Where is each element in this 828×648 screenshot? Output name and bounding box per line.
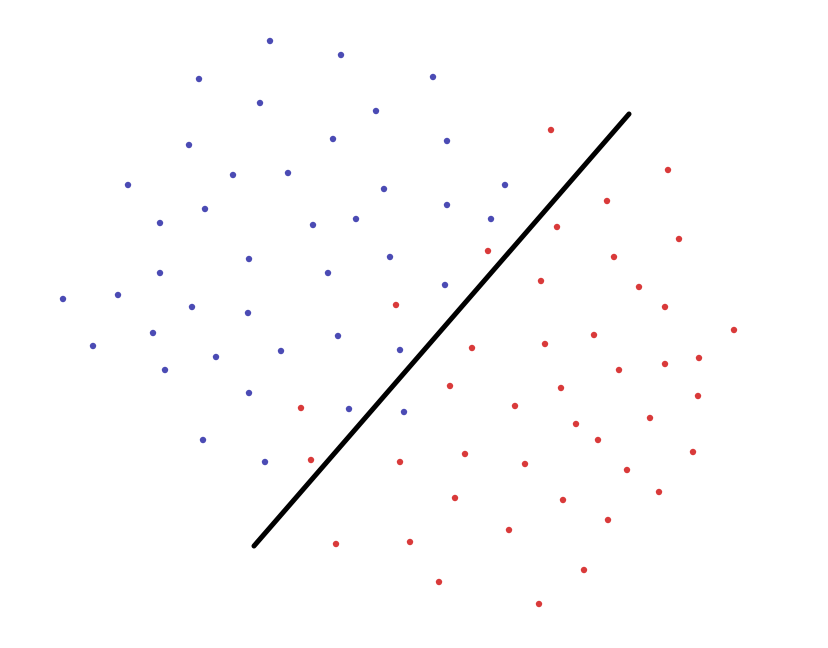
blue-data-point xyxy=(195,75,203,83)
red-data-point xyxy=(646,414,654,422)
red-data-point xyxy=(594,436,602,444)
red-data-point xyxy=(297,404,305,412)
blue-data-point xyxy=(156,269,164,277)
red-data-point xyxy=(623,466,631,474)
red-data-point xyxy=(521,460,529,468)
blue-data-point xyxy=(188,303,196,311)
blue-data-point xyxy=(277,347,285,355)
blue-data-point xyxy=(256,99,264,107)
red-data-point xyxy=(446,382,454,390)
red-data-point xyxy=(307,456,315,464)
blue-data-point xyxy=(334,332,342,340)
red-data-point xyxy=(435,578,443,586)
red-data-point xyxy=(689,448,697,456)
blue-data-point xyxy=(89,342,97,350)
blue-data-point xyxy=(345,405,353,413)
blue-data-point xyxy=(114,291,122,299)
blue-data-point xyxy=(201,205,209,213)
red-data-point xyxy=(664,166,672,174)
red-data-point xyxy=(572,420,580,428)
blue-data-point xyxy=(185,141,193,149)
blue-data-point xyxy=(199,436,207,444)
blue-data-point xyxy=(443,201,451,209)
red-data-point xyxy=(557,384,565,392)
blue-data-point xyxy=(501,181,509,189)
blue-data-point xyxy=(244,309,252,317)
red-data-point xyxy=(559,496,567,504)
red-data-point xyxy=(694,392,702,400)
red-data-point xyxy=(603,197,611,205)
blue-data-point xyxy=(487,215,495,223)
decision-boundary-line xyxy=(251,111,632,549)
red-data-point xyxy=(406,538,414,546)
red-data-point xyxy=(635,283,643,291)
red-data-point xyxy=(451,494,459,502)
red-data-point xyxy=(610,253,618,261)
blue-data-point xyxy=(156,219,164,227)
blue-data-point xyxy=(380,185,388,193)
red-data-point xyxy=(484,247,492,255)
blue-data-point xyxy=(372,107,380,115)
blue-data-point xyxy=(59,295,67,303)
blue-data-point xyxy=(337,51,345,59)
blue-data-point xyxy=(266,37,274,45)
blue-data-point xyxy=(429,73,437,81)
blue-data-point xyxy=(149,329,157,337)
red-data-point xyxy=(535,600,543,608)
red-data-point xyxy=(661,303,669,311)
blue-data-point xyxy=(212,353,220,361)
red-data-point xyxy=(655,488,663,496)
blue-data-point xyxy=(245,255,253,263)
red-data-point xyxy=(537,277,545,285)
red-data-point xyxy=(604,516,612,524)
red-data-point xyxy=(580,566,588,574)
blue-data-point xyxy=(261,458,269,466)
blue-data-point xyxy=(386,253,394,261)
separating-line-layer xyxy=(251,111,632,549)
blue-data-point xyxy=(400,408,408,416)
blue-data-point xyxy=(284,169,292,177)
red-data-point xyxy=(392,301,400,309)
blue-data-point xyxy=(396,346,404,354)
blue-data-point xyxy=(324,269,332,277)
red-data-point xyxy=(590,331,598,339)
blue-data-point xyxy=(309,221,317,229)
blue-data-point xyxy=(229,171,237,179)
blue-data-point xyxy=(329,135,337,143)
red-data-point xyxy=(553,223,561,231)
red-data-point xyxy=(730,326,738,334)
red-data-point xyxy=(332,540,340,548)
blue-data-point xyxy=(443,137,451,145)
blue-data-point xyxy=(352,215,360,223)
blue-data-point xyxy=(441,281,449,289)
red-data-point xyxy=(615,366,623,374)
blue-data-point xyxy=(161,366,169,374)
red-data-point xyxy=(675,235,683,243)
red-data-point xyxy=(695,354,703,362)
red-data-point xyxy=(511,402,519,410)
red-data-point xyxy=(461,450,469,458)
red-data-point xyxy=(661,360,669,368)
red-data-point xyxy=(505,526,513,534)
red-data-point xyxy=(468,344,476,352)
red-data-point xyxy=(541,340,549,348)
blue-data-point xyxy=(245,389,253,397)
data-points-layer xyxy=(59,37,738,608)
red-data-point xyxy=(547,126,555,134)
red-data-point xyxy=(396,458,404,466)
blue-data-point xyxy=(124,181,132,189)
